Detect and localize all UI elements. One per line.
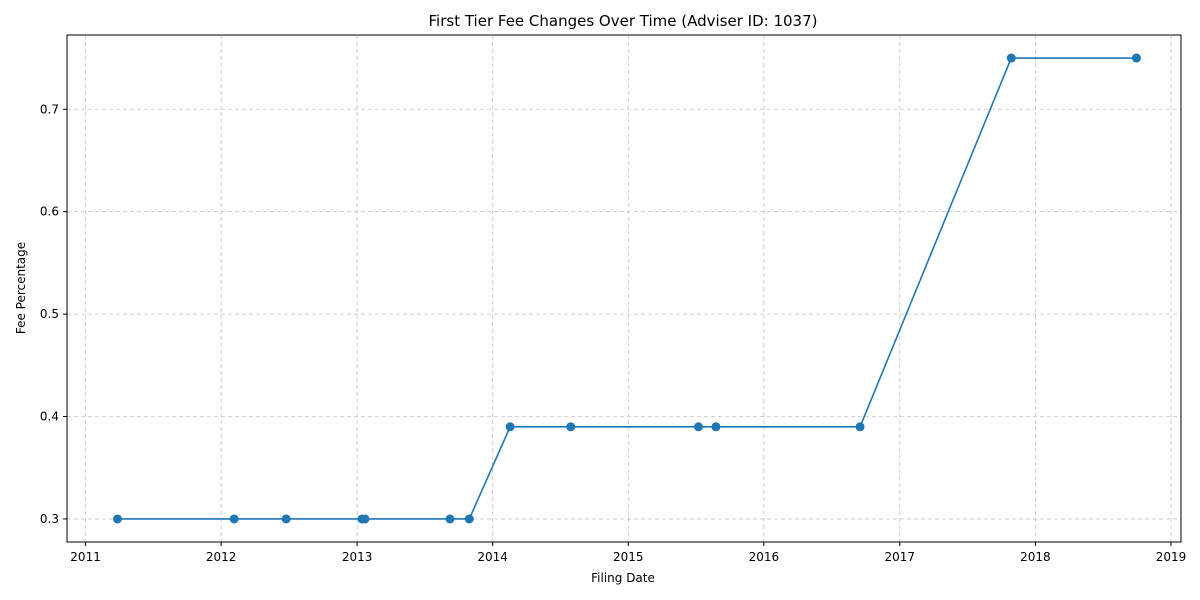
data-point bbox=[445, 514, 455, 524]
x-tick-label: 2014 bbox=[477, 550, 508, 564]
x-tick-label: 2019 bbox=[1156, 550, 1187, 564]
data-point bbox=[711, 422, 721, 432]
plot-frame bbox=[66, 34, 1182, 543]
x-tick-label: 2015 bbox=[613, 550, 644, 564]
grid bbox=[67, 35, 1181, 542]
y-tick-label: 0.6 bbox=[40, 205, 59, 219]
data-point bbox=[566, 422, 576, 432]
x-tick-label: 2013 bbox=[342, 550, 373, 564]
x-tick-label: 2017 bbox=[885, 550, 916, 564]
x-tick-label: 2012 bbox=[206, 550, 237, 564]
data-point bbox=[113, 514, 123, 524]
data-point bbox=[229, 514, 239, 524]
series-line bbox=[117, 57, 1137, 520]
x-tick-label: 2011 bbox=[70, 550, 101, 564]
data-point bbox=[1131, 53, 1141, 63]
x-tick-label: 2018 bbox=[1020, 550, 1051, 564]
y-tick-label: 0.4 bbox=[40, 410, 59, 424]
y-axis-ticks: 0.3 0.4 0.5 0.6 0.7 bbox=[40, 102, 67, 526]
x-axis-ticks: 2011 2012 2013 2014 2015 2016 2017 2018 2019 bbox=[70, 542, 1186, 564]
data-point bbox=[281, 514, 291, 524]
y-tick-label: 0.7 bbox=[40, 102, 59, 116]
x-axis-label: Filing Date bbox=[591, 571, 655, 585]
chart-title: First Tier Fee Changes Over Time (Advise… bbox=[429, 12, 818, 30]
data-point bbox=[855, 422, 865, 432]
series-fee bbox=[117, 57, 1137, 520]
x-tick-label: 2016 bbox=[749, 550, 780, 564]
y-tick-label: 0.3 bbox=[40, 512, 59, 526]
data-point bbox=[360, 514, 370, 524]
data-point bbox=[505, 422, 515, 432]
data-point bbox=[464, 514, 474, 524]
data-points bbox=[113, 53, 1141, 524]
data-point bbox=[693, 422, 703, 432]
data-point bbox=[1006, 53, 1016, 63]
y-axis-label: Fee Percentage bbox=[14, 242, 28, 334]
y-tick-label: 0.5 bbox=[40, 307, 59, 321]
